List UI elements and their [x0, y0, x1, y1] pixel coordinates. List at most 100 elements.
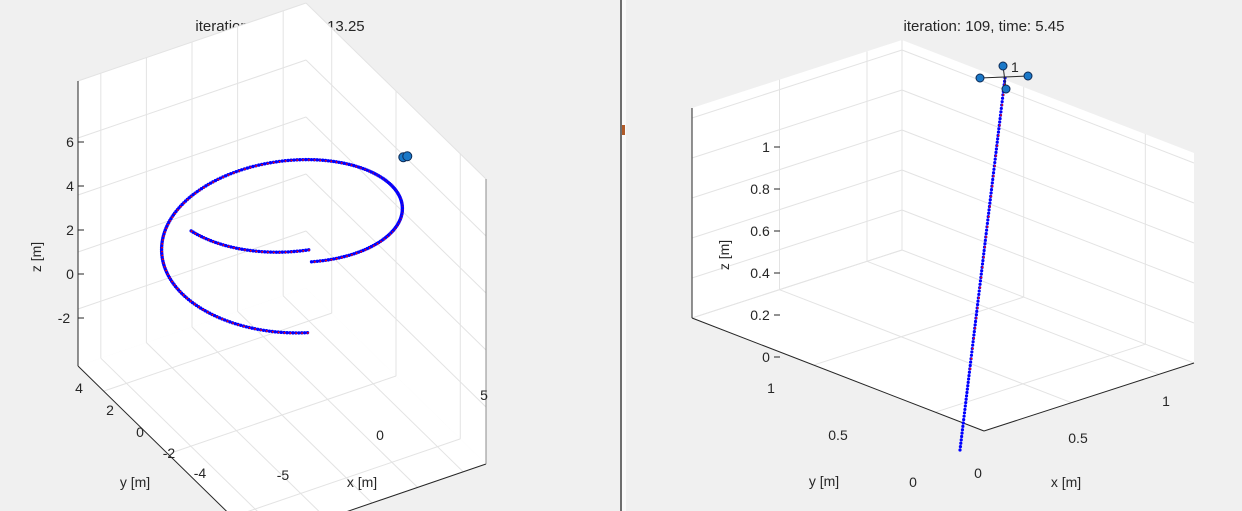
- reference-point: [203, 237, 206, 239]
- trajectory-point: [974, 313, 978, 317]
- reference-point: [176, 287, 179, 290]
- reference-point: [987, 215, 990, 218]
- grid-line: [691, 89, 903, 159]
- z-tick-label: 0.6: [750, 223, 770, 239]
- reference-point: [978, 296, 980, 299]
- rotor-marker: [975, 73, 985, 83]
- reference-point: [265, 330, 268, 332]
- rotor-marker: [1023, 71, 1033, 81]
- reference-point: [244, 168, 246, 171]
- trajectory-point: [995, 140, 999, 144]
- trajectory-point: [291, 331, 295, 335]
- reference-point: [324, 159, 327, 162]
- trajectory-point: [982, 248, 986, 253]
- reference-point: [212, 240, 215, 243]
- grid-line: [191, 326, 373, 504]
- reference-point: [976, 307, 979, 309]
- trajectory-point: [966, 380, 970, 384]
- trajectory-point: [331, 159, 336, 164]
- grid-line: [305, 230, 487, 408]
- reference-point: [183, 202, 186, 204]
- back-pane-x-right: [902, 40, 1194, 363]
- trajectory-point: [326, 159, 330, 163]
- plot-left[interactable]: 6 4 2 0 -2 4 2 0 -2 -4 -5 0 5 y [m] x [m] z [m]: [0, 0, 620, 511]
- z-tick-label: 0: [66, 266, 74, 282]
- plot-right[interactable]: 1 1 0.8 0.6 0.4 0.2 0 1 0.5 0 0 0.5 1 y [m] x [m] z [m]: [626, 0, 1242, 511]
- reference-point: [990, 195, 993, 198]
- reference-point: [267, 251, 269, 254]
- reference-point: [198, 189, 201, 192]
- reference-point: [248, 326, 251, 329]
- x-tick-label: 0.5: [1068, 430, 1088, 446]
- trajectory-point: [963, 404, 967, 408]
- trajectory-point: [972, 330, 976, 334]
- trajectory-point: [285, 330, 289, 335]
- reference-point: [227, 174, 230, 176]
- trajectory-point: [964, 397, 968, 401]
- trajectory-point: [964, 401, 968, 405]
- trajectory-point: [999, 110, 1003, 114]
- trajectory-point: [251, 249, 255, 253]
- trajectory-point: [980, 262, 985, 266]
- reference-point: [308, 249, 310, 252]
- reference-point: [167, 223, 170, 226]
- z-tick-label: 0.8: [750, 181, 770, 197]
- trajectory-point: [1000, 96, 1005, 100]
- trajectory-point: [975, 309, 979, 313]
- trajectory-point: [983, 242, 987, 246]
- trajectory-point: [996, 137, 1000, 141]
- x-axis-label: x [m]: [347, 474, 377, 490]
- rotor-marker: [998, 61, 1008, 71]
- reference-point: [330, 160, 333, 163]
- trajectory-point: [321, 258, 325, 263]
- reference-point: [278, 251, 281, 254]
- trajectory-point: [257, 163, 261, 167]
- reference-point: [254, 328, 257, 330]
- y-tick-label: -2: [163, 445, 176, 461]
- trajectory-point: [996, 130, 1001, 134]
- trajectory-point: [222, 318, 227, 322]
- trajectory-point: [280, 159, 284, 163]
- trajectory-point: [994, 150, 998, 154]
- trajectory-point: [971, 343, 975, 347]
- reference-point: [979, 286, 982, 289]
- trajectory-point: [978, 282, 982, 286]
- trajectory-point: [218, 176, 223, 180]
- reference-point: [283, 331, 286, 334]
- trajectory-point: [315, 158, 319, 162]
- reference-point: [340, 162, 343, 164]
- reference-point: [162, 235, 165, 237]
- trajectory-point: [988, 201, 992, 205]
- z-tick-label: 0: [762, 349, 770, 365]
- reference-point: [351, 253, 353, 256]
- reference-point: [296, 159, 299, 162]
- trajectory-point: [337, 256, 341, 260]
- trajectory-point: [989, 188, 994, 192]
- trajectory-point: [251, 164, 255, 169]
- chart-title-right: iteration: 109, time: 5.45: [903, 18, 1065, 35]
- trajectory-point: [332, 257, 336, 261]
- reference-point: [222, 244, 225, 247]
- z-tick-label: 0.4: [750, 265, 770, 281]
- y-axis-line: [77, 365, 228, 511]
- trajectory-point: [982, 252, 986, 256]
- y-tick-label: 2: [106, 402, 114, 418]
- trajectory-point: [279, 330, 283, 335]
- trajectory-point: [989, 191, 993, 195]
- trajectory-point: [987, 208, 991, 212]
- trajectory-point: [229, 245, 233, 249]
- trajectory-point: [991, 171, 996, 175]
- grid-line: [901, 249, 1195, 364]
- grid-line: [77, 230, 307, 310]
- reference-point: [308, 159, 310, 161]
- trajectory-point: [244, 325, 248, 329]
- grid-line: [691, 49, 903, 119]
- reference-point: [189, 300, 192, 303]
- trajectory-point: [234, 246, 239, 250]
- reference-point: [984, 246, 986, 248]
- reference-point: [168, 277, 171, 279]
- reference-point: [180, 205, 182, 208]
- window-divider[interactable]: [620, 0, 626, 511]
- reference-point: [238, 170, 241, 172]
- reference-point: [273, 251, 275, 254]
